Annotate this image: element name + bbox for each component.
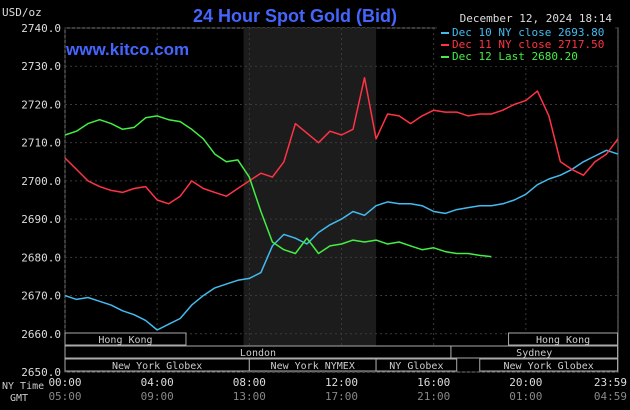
y-tick-label: 2720.0 <box>21 98 61 111</box>
shaded-session-band <box>243 28 377 372</box>
market-bar <box>508 332 619 346</box>
x-tick-label-ny: 20:00 <box>509 376 542 389</box>
market-bar-label: Hong Kong <box>98 335 152 346</box>
y-tick-label: 2690.0 <box>21 213 61 226</box>
y-axis-ticks: 2740.0 2730.0 2720.0 2710.0 2700.0 2690.0 2680… <box>21 22 61 379</box>
series-lines <box>64 76 619 331</box>
market-bar-label: Hong Kong <box>536 335 590 346</box>
market-bar-label: Sydney <box>516 348 552 359</box>
chart-title: 24 Hour Spot Gold (Bid) <box>193 6 397 26</box>
x-tick-label-gmt: 13:00 <box>233 390 266 403</box>
market-bar-label: New York Globex <box>112 361 202 372</box>
y-tick-label: 2730.0 <box>21 60 61 73</box>
x-tick-label-gmt: 09:00 <box>141 390 174 403</box>
x-tick-label-gmt: 05:00 <box>48 390 81 403</box>
source-label: www.kitco.com <box>65 40 189 59</box>
y-tick-label: 2670.0 <box>21 290 61 303</box>
x-tick-label-ny: 12:00 <box>325 376 358 389</box>
x-tick-label-gmt: 17:00 <box>325 390 358 403</box>
market-bar-label: New York NYMEX <box>271 361 355 372</box>
y-tick-label: 2680.0 <box>21 251 61 264</box>
market-session-bars: Hong Kong Hong Kong London Sydney New York G… <box>64 332 619 372</box>
shaded-session <box>243 28 377 372</box>
legend-entry: Dec 10 NY close 2693.80 <box>452 26 604 39</box>
market-bar <box>450 345 619 359</box>
y-tick-label: 2700.0 <box>21 175 61 188</box>
y-tick-label: 2660.0 <box>21 328 61 341</box>
market-bar-label: NY Globex <box>389 361 443 372</box>
series-line-1 <box>64 149 619 331</box>
series-line-2 <box>64 76 619 205</box>
legend-entry: Dec 11 NY close 2717.50 <box>452 38 604 51</box>
market-bar-label: London <box>240 348 276 359</box>
x-tick-label-ny: 16:00 <box>417 376 450 389</box>
x-tick-label-gmt: 04:59 <box>594 390 627 403</box>
series-line-3 <box>64 115 492 258</box>
legend-box <box>437 26 615 66</box>
market-bar <box>375 358 458 372</box>
x-tick-label-ny: 00:00 <box>48 376 81 389</box>
y-tick-label: 2740.0 <box>21 22 61 35</box>
date-stamp: December 12, 2024 18:14 <box>460 12 613 25</box>
y-tick-label: 2710.0 <box>21 137 61 150</box>
legend-entry: Dec 12 Last 2680.20 <box>452 50 578 63</box>
x-tick-label-gmt: 01:00 <box>509 390 542 403</box>
x-tick-label-gmt: 21:00 <box>417 390 450 403</box>
x-tick-label-ny: 08:00 <box>233 376 266 389</box>
ny-time-row-label: NY Time <box>2 381 44 392</box>
market-bar <box>64 332 187 346</box>
gmt-row-label: GMT <box>10 393 28 404</box>
x-tick-label-ny: 04:00 <box>141 376 174 389</box>
unit-label: USD/oz <box>2 6 42 19</box>
x-tick-label-ny: 23:59 <box>594 376 627 389</box>
market-bar-label: New York Globex <box>503 361 593 372</box>
market-bar <box>479 358 619 372</box>
y-tick-label: 2650.0 <box>21 366 61 379</box>
